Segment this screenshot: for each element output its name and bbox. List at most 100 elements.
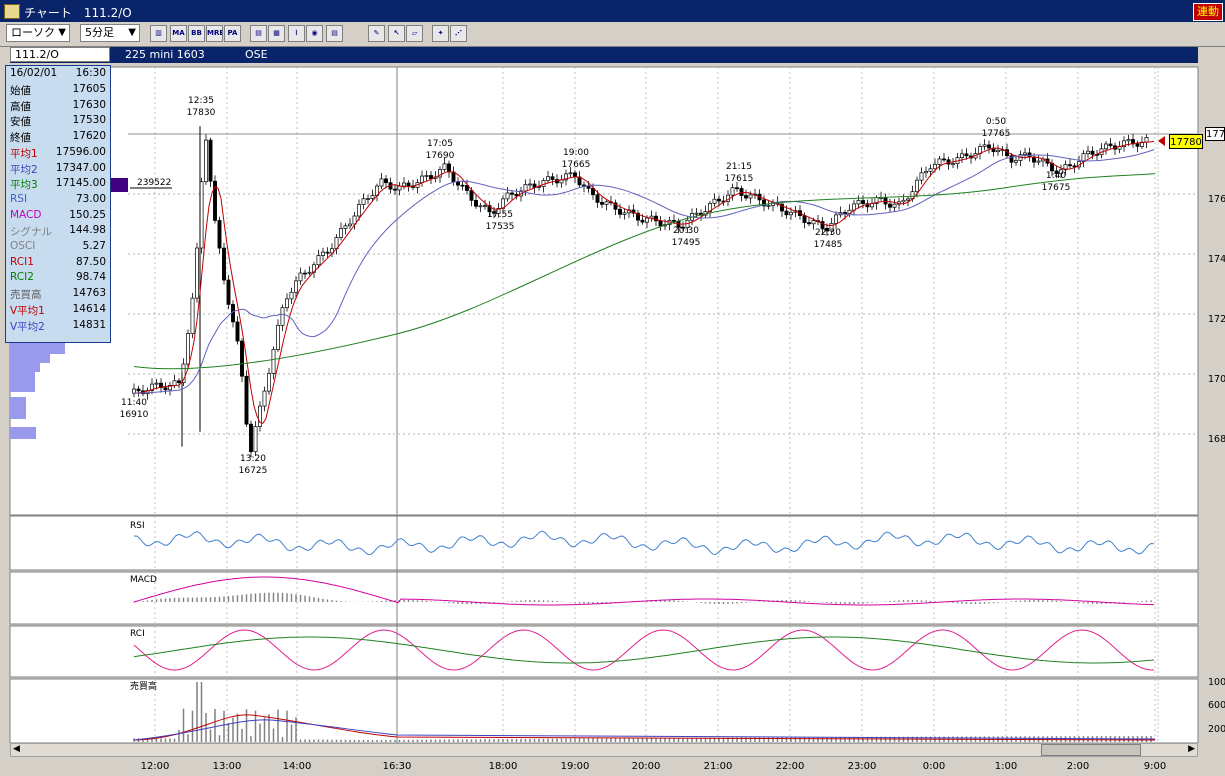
time-tick-label: 21:00 xyxy=(703,761,733,772)
candle-body xyxy=(226,279,231,305)
sub-panel-title: RCI xyxy=(130,629,145,639)
time-tick-label: 2:00 xyxy=(1066,761,1090,772)
candle-body xyxy=(568,172,573,175)
chart-type-dropdown[interactable]: ローソク ▼ xyxy=(6,24,70,42)
candle-body xyxy=(1054,170,1059,174)
candle-body xyxy=(307,271,312,274)
candle-body xyxy=(1144,137,1149,143)
eraser-icon[interactable]: ▱ xyxy=(406,25,423,42)
candle-body xyxy=(892,203,897,208)
candle-body xyxy=(429,175,433,180)
scroll-thumb[interactable] xyxy=(1041,744,1141,756)
candle-body xyxy=(856,200,861,205)
price-tick-label: 168 xyxy=(1208,434,1225,445)
sub-panel-title: 売買高 xyxy=(130,680,157,692)
datapanel-label: OSCI xyxy=(10,240,36,252)
candle-body xyxy=(780,203,784,212)
settings-icon[interactable]: ✦ xyxy=(432,25,449,42)
sub-panel-title: RSI xyxy=(130,521,145,531)
volume-tick-label: 200 xyxy=(1208,724,1225,735)
candle-body xyxy=(604,201,609,205)
time-tick-label: 19:00 xyxy=(560,761,590,772)
pa-button[interactable]: PA xyxy=(224,25,241,42)
price-annotation-time: 21:15 xyxy=(726,162,752,172)
candle-body xyxy=(649,215,654,219)
candle-body xyxy=(420,175,424,183)
split-icon[interactable]: ⌇ xyxy=(288,25,305,42)
price-annotation-time: 22:30 xyxy=(815,228,841,238)
candle-body xyxy=(1032,156,1036,163)
chart-canvas[interactable]: 239522 12:35 17830 11:40 16910 13:20 16725 17:0… xyxy=(0,63,1225,743)
time-tick-label: 0:00 xyxy=(922,761,946,772)
candle-body xyxy=(402,182,406,187)
price-annotation-time: 0:50 xyxy=(986,117,1006,127)
sub-panel-title: MACD xyxy=(130,575,157,585)
interval-dropdown[interactable]: 5分足 ▼ xyxy=(80,24,140,42)
candle-body xyxy=(240,340,244,377)
price-annotation-price: 17690 xyxy=(426,151,455,161)
scroll-right-icon[interactable]: ▶ xyxy=(1188,744,1195,754)
candle-body xyxy=(748,194,753,199)
bb-button[interactable]: BB xyxy=(188,25,205,42)
trend-icon[interactable]: ⋰ xyxy=(450,25,467,42)
datapanel-label: MACD xyxy=(10,208,42,221)
scroll-left-icon[interactable]: ◀ xyxy=(13,744,20,754)
candle-body xyxy=(622,212,627,215)
datapanel-row: V平均2 14831 xyxy=(10,319,108,335)
candle-body xyxy=(424,175,429,177)
volume-profile-marker xyxy=(110,178,128,192)
candle-body xyxy=(276,324,280,350)
ma1-line xyxy=(133,141,1155,424)
candle-body xyxy=(811,220,816,225)
volume-profile-bar xyxy=(10,427,36,439)
datapanel-row: RCI2 98.74 xyxy=(10,271,108,287)
candle-body xyxy=(739,188,744,196)
candle-body xyxy=(163,387,168,391)
candle-body xyxy=(361,198,366,205)
price-tick-label: 172 xyxy=(1208,314,1225,325)
exchange-name: OSE xyxy=(245,48,268,61)
pen-icon[interactable]: ✎ xyxy=(368,25,385,42)
candle-body xyxy=(379,178,384,187)
chevron-down-icon: ▼ xyxy=(58,27,66,38)
price-axis-top-label: 177 xyxy=(1205,127,1225,141)
symbol-field[interactable]: 111.2/O xyxy=(10,47,110,62)
zoom-icon[interactable]: ◉ xyxy=(306,25,323,42)
datapanel-label: 安値 xyxy=(10,116,31,129)
candle-body xyxy=(370,195,375,199)
candle-body xyxy=(919,172,924,181)
horizontal-scrollbar[interactable]: ◀ ▶ xyxy=(10,743,1198,757)
datapanel-value: 17530 xyxy=(72,114,106,127)
list-icon[interactable]: ▤ xyxy=(326,25,343,42)
volume-tick-label: 600 xyxy=(1208,700,1225,711)
candle-body xyxy=(1068,164,1072,167)
candle-body xyxy=(915,179,919,192)
rci1-line xyxy=(133,629,1155,671)
link-badge[interactable]: 連動 xyxy=(1193,3,1223,21)
cursor-icon[interactable]: ↖ xyxy=(388,25,405,42)
datapanel-value: 14831 xyxy=(72,318,106,331)
candle-body xyxy=(348,223,352,227)
datapanel-row: シグナル 144.98 xyxy=(10,224,108,240)
candle-icon[interactable]: ▤ xyxy=(250,25,267,42)
candle-body xyxy=(546,176,550,181)
datapanel-row: RSI 73.00 xyxy=(10,193,108,209)
volume-profile-label: 239522 xyxy=(137,178,171,188)
datapanel-label: 平均2 xyxy=(10,163,38,176)
candle-body xyxy=(505,192,510,200)
candle-body xyxy=(1108,143,1113,147)
volume-tick-label: 1000 xyxy=(1208,677,1225,688)
datapanel-row: 安値 17530 xyxy=(10,114,108,130)
candle-body xyxy=(829,223,834,232)
compare-icon[interactable]: ▦ xyxy=(268,25,285,42)
datapanel-label: 終値 xyxy=(10,132,31,145)
candle-body xyxy=(681,226,685,229)
mre-button[interactable]: MRE xyxy=(206,25,223,42)
candle-body xyxy=(730,187,735,196)
datapanel-label: 売買高 xyxy=(10,289,42,302)
ma-button[interactable]: MA xyxy=(170,25,187,42)
bar-type-icon[interactable]: ▥ xyxy=(150,25,167,42)
candle-body xyxy=(591,188,595,196)
price-tick-label: 174 xyxy=(1208,254,1225,265)
candle-body xyxy=(168,385,172,391)
